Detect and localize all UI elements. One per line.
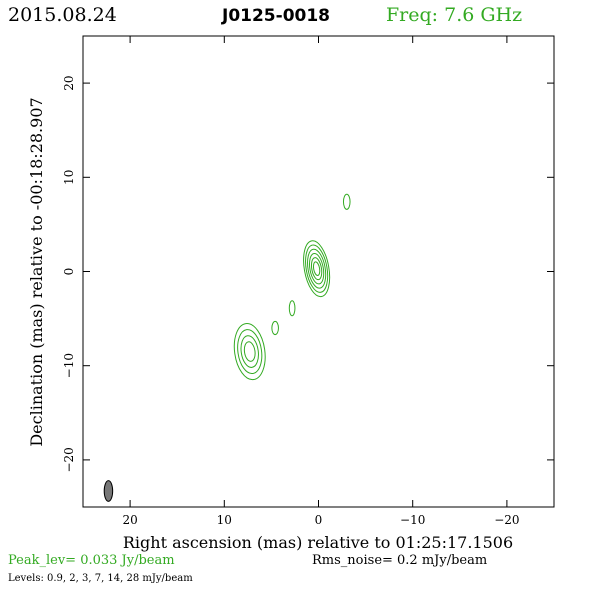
y-tick-label: −20 bbox=[62, 447, 76, 472]
frequency-label: Freq: 7.6 GHz bbox=[386, 4, 523, 26]
rms-noise: Rms_noise= 0.2 mJy/beam bbox=[312, 553, 488, 568]
jet-knot-3-contour bbox=[288, 300, 296, 317]
jet-knot-1-contour bbox=[240, 335, 259, 368]
core-contour bbox=[307, 248, 327, 289]
x-tick-label: 20 bbox=[122, 513, 137, 527]
core-contour bbox=[303, 240, 331, 298]
core-contour bbox=[305, 244, 329, 293]
jet-knot-1-contour bbox=[243, 341, 256, 362]
jet-knot-2-contour bbox=[271, 320, 279, 336]
y-tick-label: 20 bbox=[62, 75, 76, 90]
jet-knot-1-contour bbox=[237, 329, 263, 375]
jet-knot-1-contour bbox=[233, 323, 266, 381]
beam-ellipse bbox=[103, 480, 114, 502]
core-contour bbox=[312, 261, 321, 276]
observation-date: 2015.08.24 bbox=[8, 4, 117, 26]
x-tick-label: 10 bbox=[217, 513, 232, 527]
y-tick-label: 10 bbox=[62, 170, 76, 185]
peak-level: Peak_lev= 0.033 Jy/beam bbox=[8, 553, 175, 568]
source-name: J0125-0018 bbox=[222, 6, 331, 26]
x-axis-label: Right ascension (mas) relative to 01:25:… bbox=[123, 533, 513, 552]
x-tick-label: −20 bbox=[494, 513, 519, 527]
core-contour bbox=[309, 252, 325, 285]
y-tick-label: −10 bbox=[62, 353, 76, 378]
core-contour bbox=[310, 257, 323, 281]
plot-frame bbox=[82, 35, 555, 508]
x-tick-label: −10 bbox=[400, 513, 425, 527]
y-tick-label: 0 bbox=[62, 268, 76, 276]
contour-levels: Levels: 0.9, 2, 3, 7, 14, 28 mJy/beam bbox=[8, 573, 193, 584]
y-axis-label: Declination (mas) relative to -00:18:28.… bbox=[27, 97, 46, 446]
x-tick-label: 0 bbox=[315, 513, 323, 527]
counter-feature-contour bbox=[342, 193, 351, 210]
